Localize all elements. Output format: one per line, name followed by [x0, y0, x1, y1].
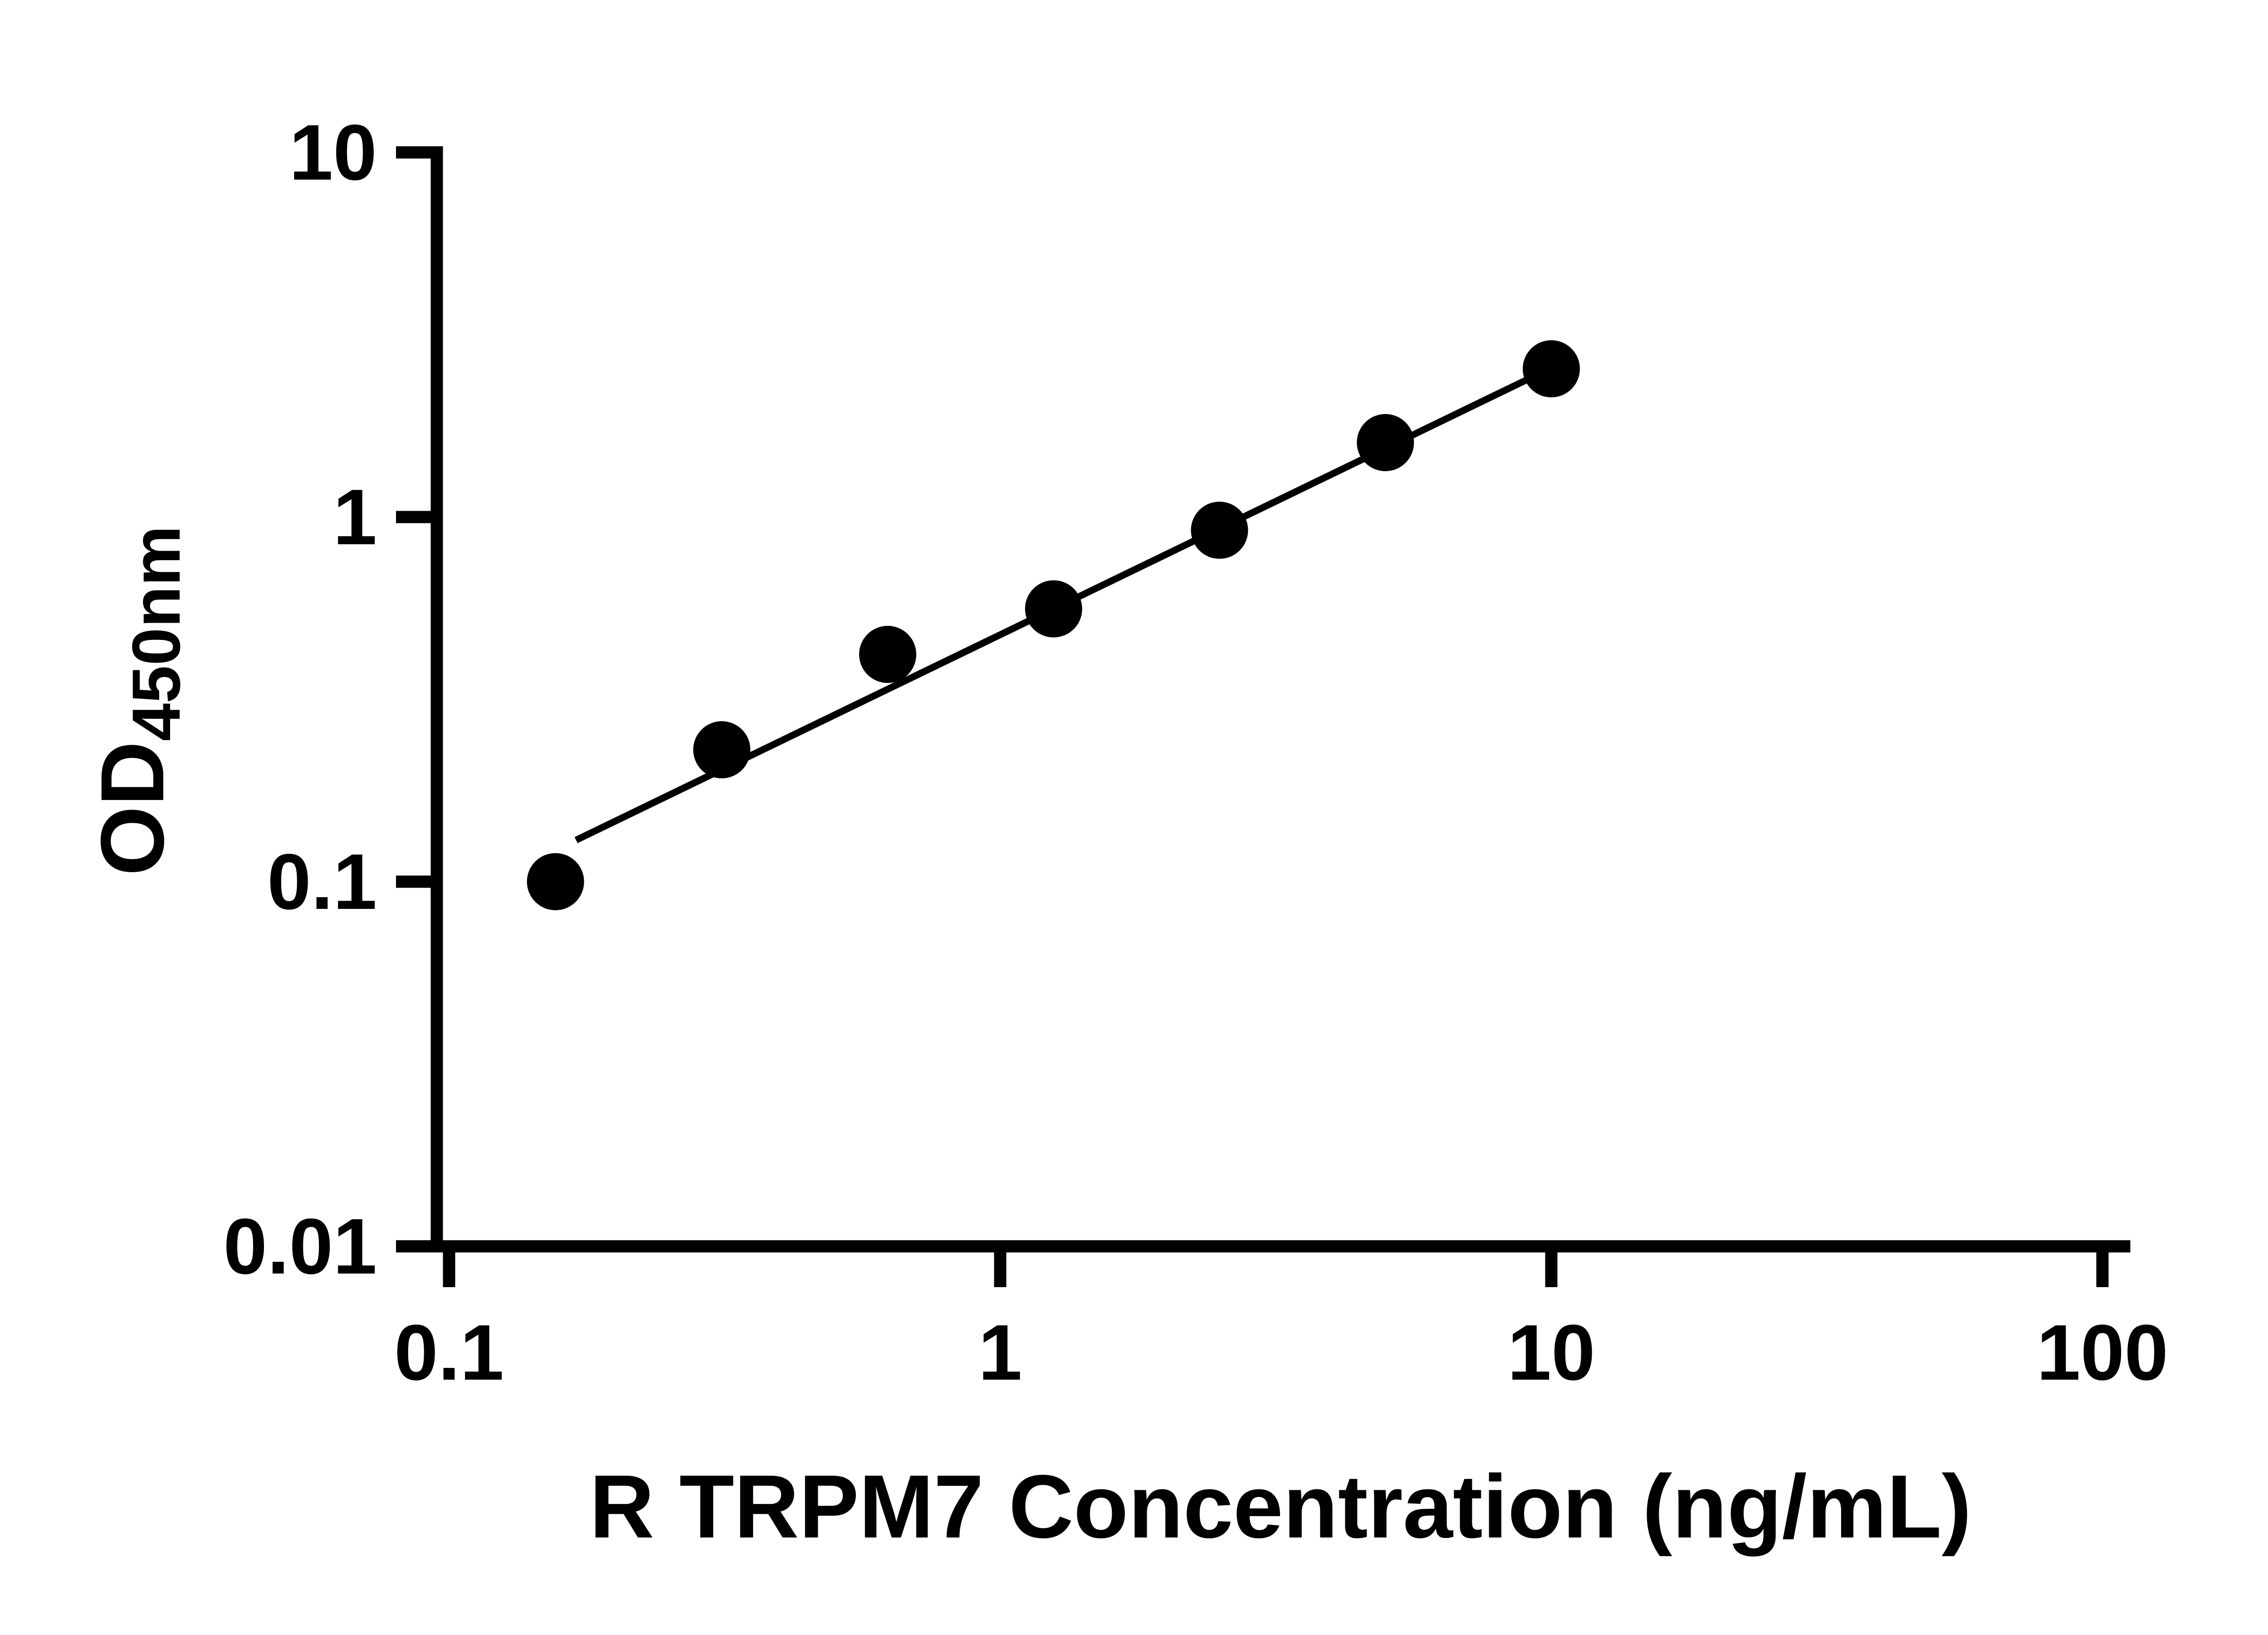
y-tick-label: 1: [333, 473, 377, 561]
data-point: [1025, 580, 1082, 638]
y-axis-title: OD450nm: [82, 526, 194, 876]
x-tick-label: 100: [2037, 1308, 2168, 1396]
x-tick-label: 10: [1507, 1308, 1595, 1396]
y-tick-label: 0.01: [223, 1202, 377, 1290]
data-point: [527, 853, 584, 910]
data-point: [1523, 340, 1580, 398]
x-tick-label: 1: [978, 1308, 1022, 1396]
tick-marks: [396, 146, 2109, 1287]
plot-series: [527, 340, 1580, 910]
data-point: [859, 625, 916, 683]
data-point: [1191, 502, 1248, 559]
y-axis-title-sub: 450nm: [118, 526, 194, 741]
y-tick-label: 0.1: [267, 837, 377, 926]
x-axis-title: R TRPM7 Concentration (ng/mL): [590, 1456, 1972, 1557]
y-tick-label: 10: [289, 108, 377, 196]
axes: [430, 146, 2131, 1253]
data-point: [1357, 414, 1414, 471]
x-tick-label: 0.1: [394, 1308, 504, 1396]
y-axis-title-main: OD: [82, 741, 182, 876]
data-point: [693, 721, 751, 779]
